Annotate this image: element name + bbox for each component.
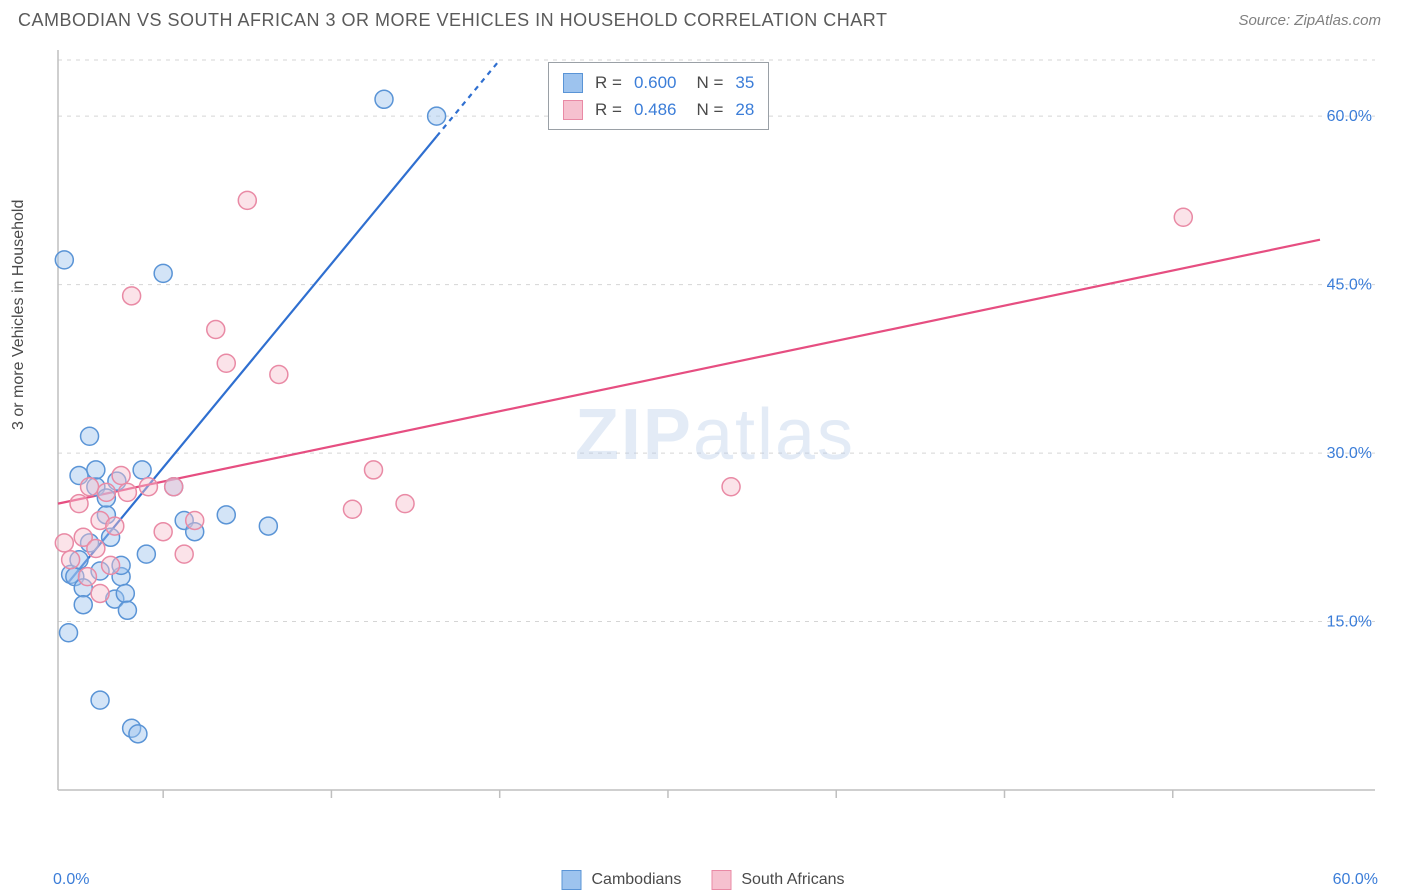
chart-plot-area: 15.0%30.0%45.0%60.0% ZIPatlas R = 0.600 … [50,50,1380,820]
legend-swatch [562,870,582,890]
n-label: N = [696,69,723,96]
scatter-plot-svg: 15.0% 30.0% 45.0% 60.0% [50,50,1380,820]
n-value: 28 [735,96,754,123]
stats-row: R = 0.486 N = 28 [563,96,754,123]
chart-title: CAMBODIAN VS SOUTH AFRICAN 3 OR MORE VEH… [18,10,887,31]
chart-header: CAMBODIAN VS SOUTH AFRICAN 3 OR MORE VEH… [0,0,1406,36]
x-axis-start-label: 0.0% [53,871,89,889]
legend-item: South Africans [711,870,844,890]
svg-text:30.0%: 30.0% [1327,445,1372,462]
r-label: R = [595,69,622,96]
svg-text:15.0%: 15.0% [1327,614,1372,631]
r-value: 0.600 [634,69,677,96]
correlation-stats-box: R = 0.600 N = 35 R = 0.486 N = 28 [548,62,769,130]
legend-label: Cambodians [592,871,682,889]
legend-swatch [711,870,731,890]
legend-swatch [563,100,583,120]
y-axis-label: 3 or more Vehicles in Household [10,200,28,430]
legend-item: Cambodians [562,870,682,890]
svg-text:60.0%: 60.0% [1327,108,1372,125]
series-legend: Cambodians South Africans [562,870,845,890]
x-axis-end-label: 60.0% [1333,871,1378,889]
r-label: R = [595,96,622,123]
n-label: N = [696,96,723,123]
r-value: 0.486 [634,96,677,123]
legend-swatch [563,73,583,93]
source-attribution: Source: ZipAtlas.com [1238,12,1381,29]
stats-row: R = 0.600 N = 35 [563,69,754,96]
svg-text:45.0%: 45.0% [1327,277,1372,294]
legend-label: South Africans [741,871,844,889]
n-value: 35 [735,69,754,96]
